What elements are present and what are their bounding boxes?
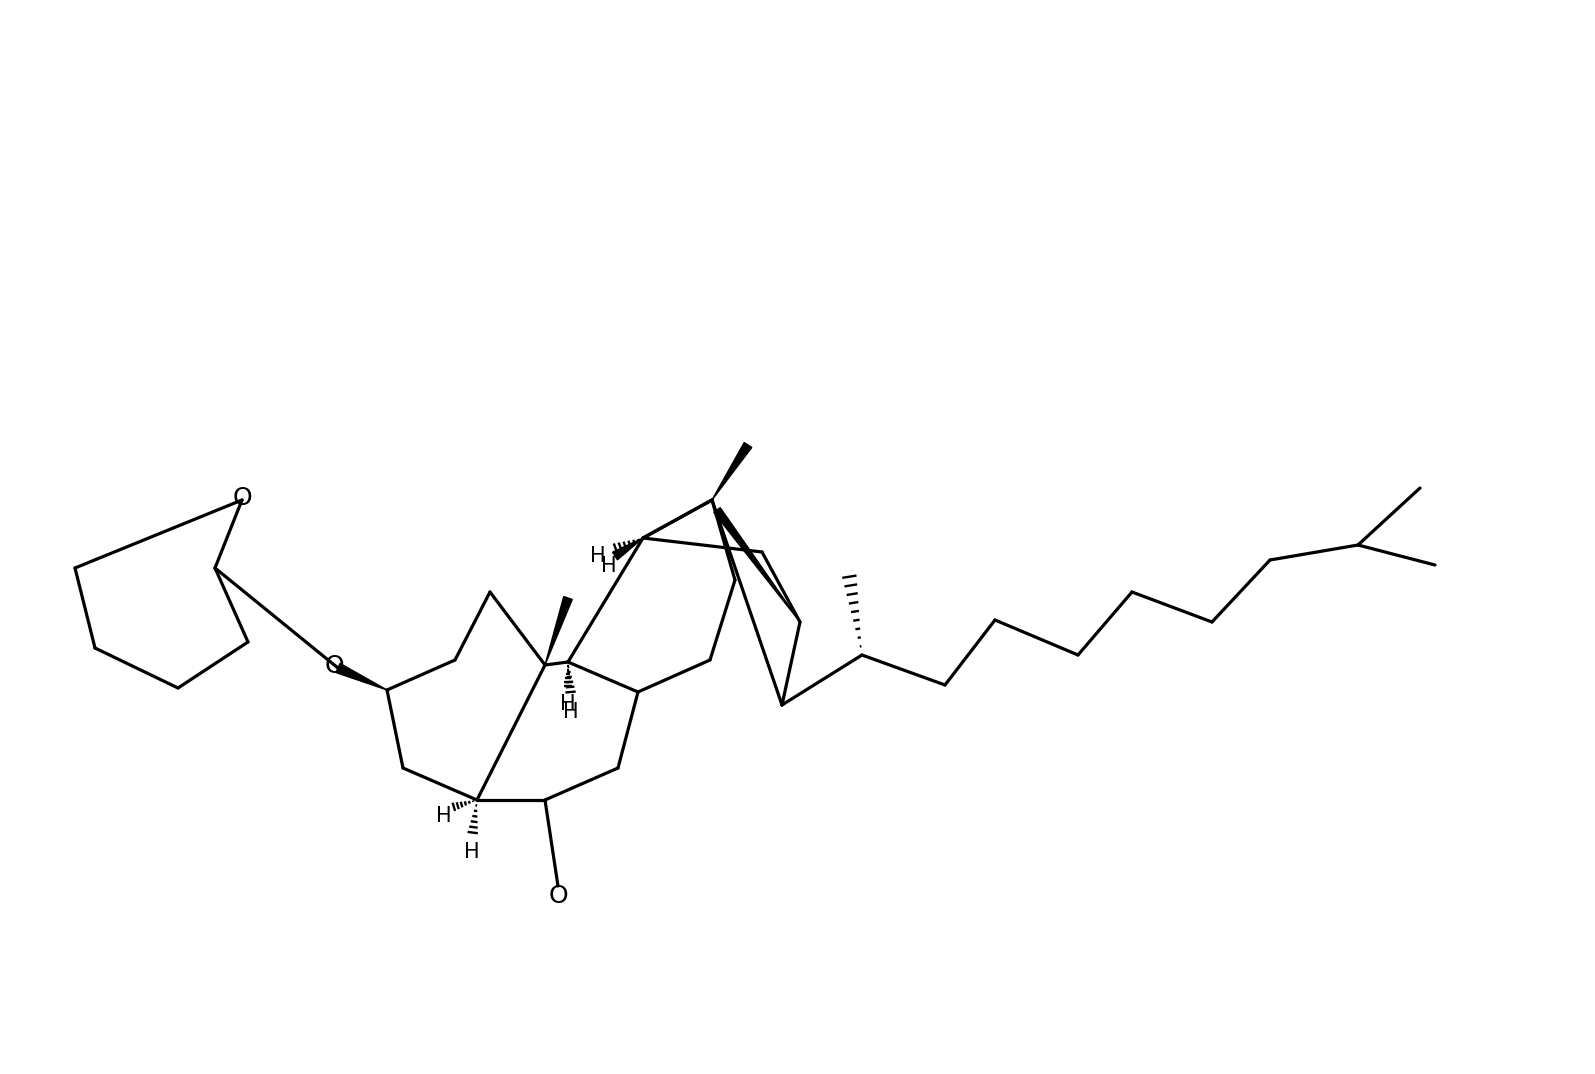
Text: O: O xyxy=(549,884,568,908)
Text: O: O xyxy=(324,654,345,678)
Polygon shape xyxy=(711,442,751,500)
Text: H: H xyxy=(601,556,617,576)
Text: H: H xyxy=(435,806,451,826)
Text: H: H xyxy=(590,546,606,566)
Text: H: H xyxy=(563,702,579,722)
Polygon shape xyxy=(337,664,388,690)
Polygon shape xyxy=(715,508,801,622)
Text: O: O xyxy=(233,487,252,510)
Polygon shape xyxy=(545,596,573,665)
Polygon shape xyxy=(612,538,643,560)
Text: H: H xyxy=(560,694,576,714)
Text: H: H xyxy=(464,842,480,862)
